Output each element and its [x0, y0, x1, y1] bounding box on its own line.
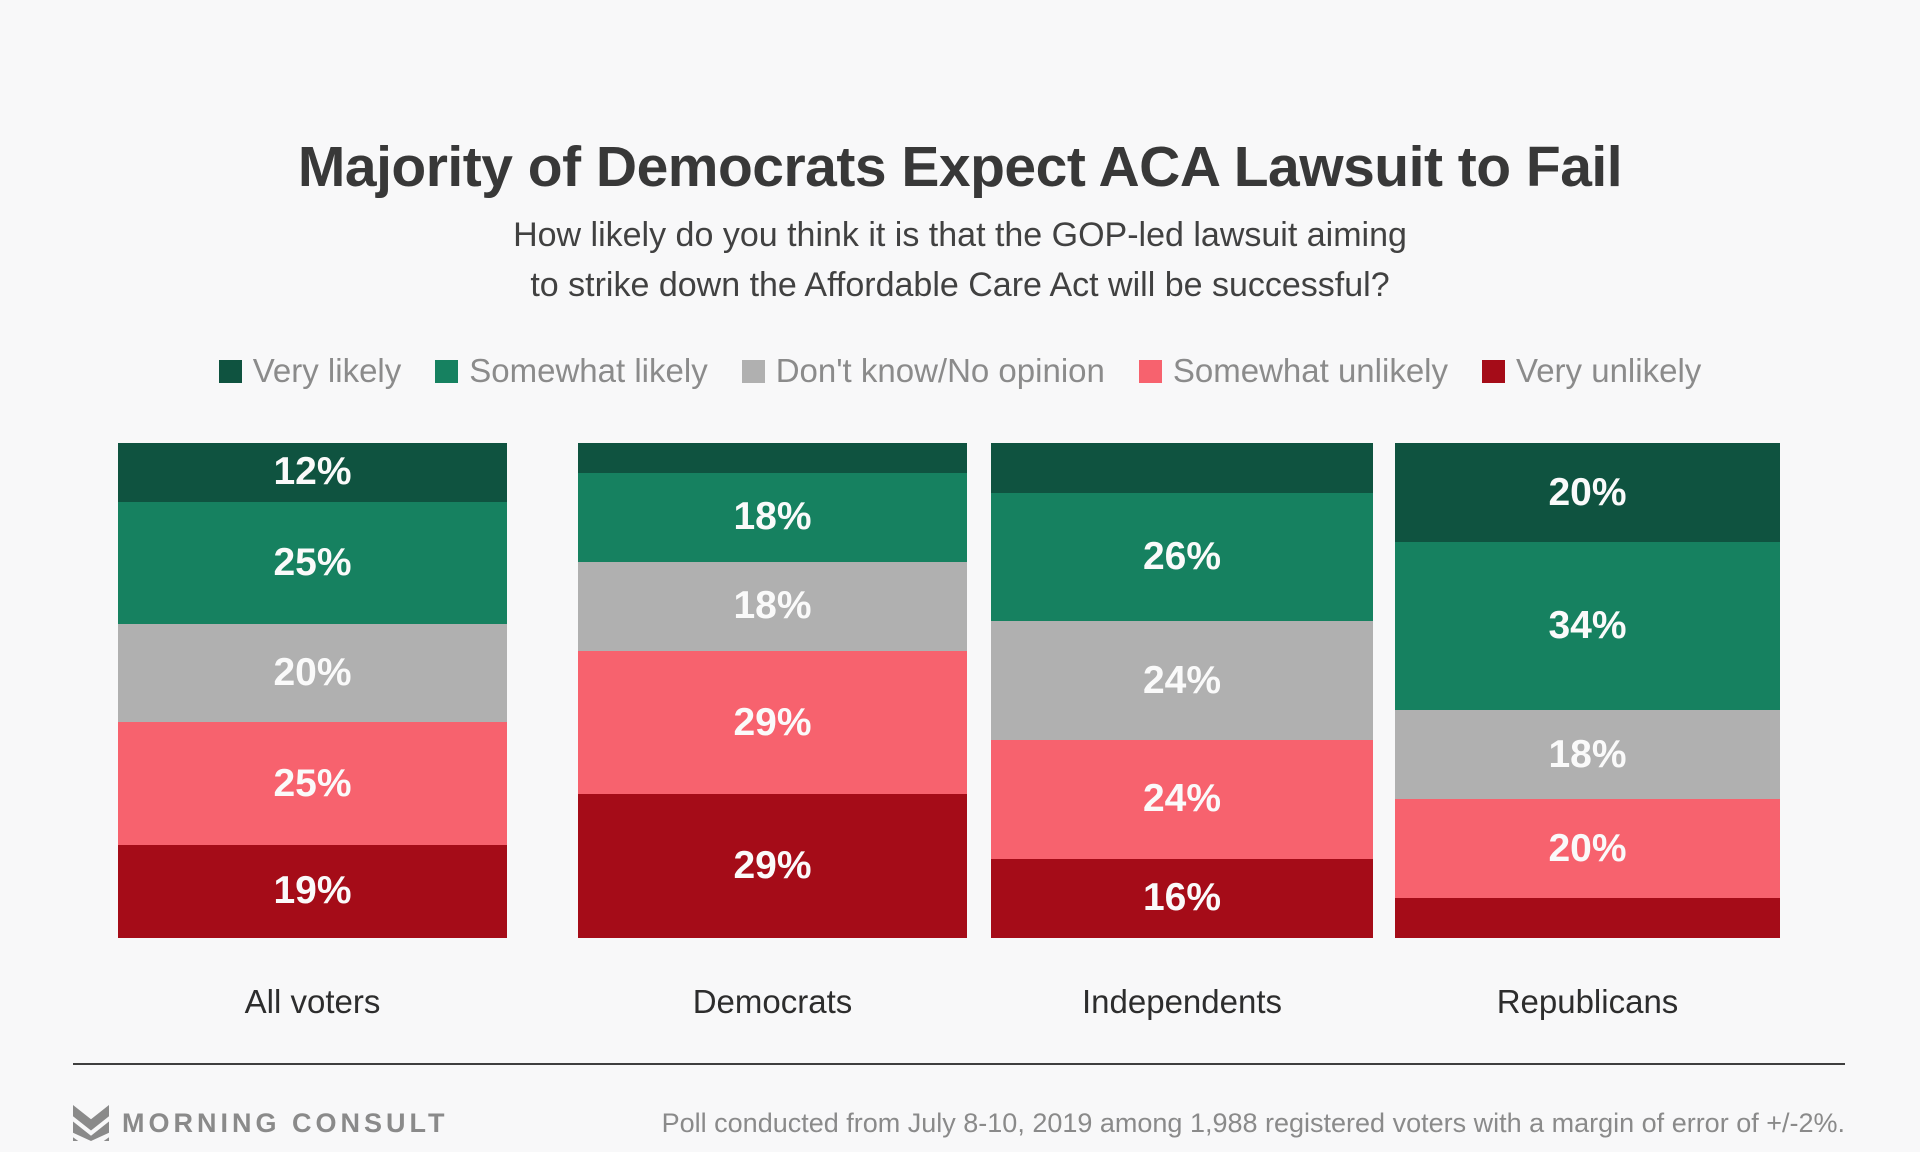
segment-don-t-know-no-opinion: 24% [991, 621, 1373, 740]
segment-very-unlikely: 16% [991, 858, 1373, 938]
brand-name: MORNING CONSULT [122, 1107, 449, 1138]
bar-republicans: 20% 34% 18% 20% [1395, 443, 1780, 938]
segment-somewhat-likely: 25% [118, 501, 507, 625]
segment-value-label: 20% [273, 651, 352, 695]
segment-very-unlikely: 19% [118, 844, 507, 938]
segment-very-likely: 12% [118, 443, 507, 502]
segment-value-label: 20% [1548, 826, 1627, 870]
legend-label: Somewhat unlikely [1172, 352, 1449, 389]
brand: MORNING CONSULT [73, 1105, 448, 1141]
segment-value-label: 34% [1548, 604, 1627, 648]
segment-value-label: 20% [1548, 470, 1627, 514]
legend-item-somewhat-unlikely: Somewhat unlikely [1138, 352, 1449, 390]
segment-very-unlikely: 29% [578, 794, 967, 938]
morning-consult-logo-icon [73, 1105, 109, 1141]
chart-title: Majority of Democrats Expect ACA Lawsuit… [297, 135, 1623, 200]
category-label-all-voters: All voters [244, 983, 381, 1020]
bar-democrats: 18% 18% 29% 29% [578, 443, 967, 938]
legend-swatch-icon [741, 359, 765, 383]
legend-item-very-likely: Very likely [218, 352, 402, 390]
segment-somewhat-unlikely: 29% [578, 650, 967, 795]
segment-somewhat-unlikely: 24% [991, 739, 1373, 859]
segment-don-t-know-no-opinion: 18% [578, 561, 967, 651]
chart-subtitle: How likely do you think it is that the G… [0, 210, 1920, 310]
bar-all-voters: 12% 25% 20% 25% 19% [118, 443, 507, 938]
segment-value-label: 29% [733, 700, 812, 744]
segment-value-label: 29% [733, 844, 812, 888]
segment-very-likely: 20% [1395, 443, 1780, 542]
legend-label: Don't know/No opinion [775, 352, 1105, 389]
segment-don-t-know-no-opinion: 18% [1395, 710, 1780, 800]
category-label-democrats: Democrats [692, 983, 853, 1020]
segment-value-label: 12% [273, 450, 352, 494]
legend-item-don-t-know-no-opinion: Don't know/No opinion [741, 352, 1105, 390]
segment-somewhat-likely: 18% [578, 472, 967, 562]
legend-label: Somewhat likely [469, 352, 708, 389]
segment-somewhat-unlikely: 25% [118, 722, 507, 845]
legend: Very likely Somewhat likely Don't know/No … [0, 352, 1920, 390]
legend-item-very-unlikely: Very unlikely [1482, 352, 1701, 390]
stacked-bar-chart: 12% 25% 20% 25% 19% 18% 18% 29% 29% 26% 24% 24% 16% 2… [0, 443, 1920, 938]
segment-value-label: 24% [1142, 658, 1222, 702]
segment-value-label: 24% [1142, 777, 1222, 821]
legend-swatch-icon [435, 359, 459, 383]
segment-value-label: 16% [1142, 876, 1222, 920]
category-axis: All voters Democrats Independents Republica… [0, 983, 1920, 1025]
segment-value-label: 19% [273, 869, 352, 913]
segment-value-label: 25% [273, 761, 352, 805]
segment-somewhat-likely: 34% [1395, 542, 1780, 711]
category-label-independents: Independents [1081, 983, 1282, 1020]
legend-label: Very likely [252, 352, 402, 389]
segment-value-label: 25% [273, 541, 352, 585]
segment-very-likely [578, 443, 967, 473]
chart-subtitle-line1: How likely do you think it is that the G… [513, 216, 1407, 254]
segment-very-unlikely [1395, 898, 1780, 938]
segment-very-likely [991, 443, 1373, 493]
legend-swatch-icon [1138, 359, 1162, 383]
segment-value-label: 18% [1548, 732, 1627, 776]
segment-somewhat-unlikely: 20% [1395, 799, 1780, 899]
segment-value-label: 18% [733, 584, 812, 628]
segment-don-t-know-no-opinion: 20% [118, 624, 507, 723]
bar-independents: 26% 24% 24% 16% [991, 443, 1373, 938]
segment-value-label: 18% [733, 495, 812, 539]
legend-swatch-icon [1482, 359, 1506, 383]
legend-swatch-icon [218, 359, 242, 383]
footer: MORNING CONSULT Poll conducted from July… [73, 1063, 1845, 1141]
source-note: Poll conducted from July 8-10, 2019 amon… [661, 1107, 1845, 1138]
category-label-republicans: Republicans [1496, 983, 1679, 1020]
legend-label: Very unlikely [1516, 352, 1702, 389]
segment-somewhat-likely: 26% [991, 492, 1373, 622]
segment-value-label: 26% [1142, 534, 1222, 578]
chart-subtitle-line2: to strike down the Affordable Care Act w… [530, 266, 1390, 304]
legend-item-somewhat-likely: Somewhat likely [435, 352, 708, 390]
